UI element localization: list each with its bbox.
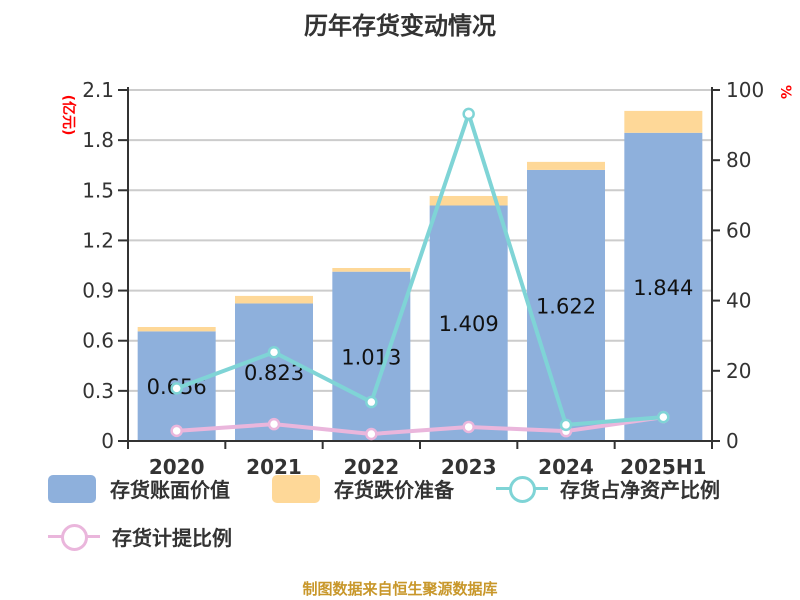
legend-line-marker-icon — [496, 475, 548, 503]
left-tick-label: 1.2 — [82, 228, 114, 252]
right-tick-label: 80 — [726, 148, 751, 172]
legend-item-impairment[interactable]: 存货跌价准备 — [272, 474, 454, 503]
line-data-point[interactable] — [657, 410, 670, 424]
left-tick-label: 2.1 — [82, 78, 114, 102]
bar-impairment[interactable] — [137, 327, 216, 332]
line-data-point[interactable] — [170, 382, 183, 395]
bar-value-label: 1.409 — [439, 312, 499, 336]
line-data-point[interactable] — [365, 395, 378, 409]
right-tick-label: 60 — [726, 218, 751, 242]
line-data-point[interactable] — [267, 345, 281, 359]
legend-line-marker-icon — [48, 523, 100, 551]
source-footer: 制图数据来自恒生聚源数据库 — [302, 580, 498, 598]
bar-impairment[interactable] — [235, 295, 313, 304]
legend-label: 存货计提比例 — [112, 526, 232, 550]
left-axis-unit: (亿元) — [60, 95, 77, 136]
left-tick-label: 0.9 — [82, 279, 114, 303]
bar-impairment[interactable] — [624, 110, 703, 133]
legend-label: 存货跌价准备 — [334, 478, 454, 502]
bar-book-value[interactable] — [332, 271, 411, 441]
line-data-point[interactable] — [462, 107, 475, 121]
x-tick-label: 2022 — [343, 455, 399, 479]
bar-impairment[interactable] — [429, 195, 508, 206]
bar-value-label: 1.622 — [536, 294, 596, 318]
bar-book-value[interactable] — [624, 132, 703, 441]
bar-book-value[interactable] — [429, 205, 508, 441]
right-axis-unit: % — [777, 85, 793, 99]
chart-title: 历年存货变动情况 — [304, 12, 496, 40]
bar-value-label: 0.823 — [244, 361, 304, 385]
legend-item-net-asset-ratio[interactable]: 存货占净资产比例 — [496, 474, 720, 503]
legend-swatch-blue — [48, 474, 96, 503]
left-tick-label: 0.6 — [82, 329, 114, 353]
line-data-point[interactable] — [559, 418, 573, 432]
line-series — [175, 107, 664, 427]
right-tick-label: 40 — [726, 289, 751, 313]
right-tick-label: 20 — [726, 359, 751, 383]
x-tick-label: 2025H1 — [620, 455, 706, 479]
legend-item-book-value[interactable]: 存货账面价值 — [48, 474, 230, 503]
legend-label: 存货占净资产比例 — [560, 478, 720, 502]
line-data-point[interactable] — [267, 417, 281, 431]
left-tick-label: 1.5 — [82, 178, 114, 202]
right-tick-label: 100 — [726, 78, 764, 102]
bar-value-label: 1.844 — [633, 276, 693, 300]
line-data-point[interactable] — [462, 420, 475, 434]
bar-value-label: 1.013 — [341, 345, 401, 369]
left-tick-label: 0.3 — [82, 379, 114, 403]
right-tick-label: 0 — [726, 429, 739, 453]
x-tick-label: 2023 — [441, 455, 497, 479]
left-tick-label: 0 — [101, 429, 114, 453]
x-tick-label: 2020 — [149, 455, 205, 479]
left-tick-label: 1.8 — [82, 128, 114, 152]
legend-swatch-orange — [272, 474, 320, 503]
bar-impairment[interactable] — [527, 161, 605, 170]
legend-item-provision-ratio[interactable]: 存货计提比例 — [48, 522, 232, 551]
x-tick-label: 2024 — [538, 455, 594, 479]
bar-book-value[interactable] — [527, 169, 605, 441]
line-data-point[interactable] — [170, 424, 183, 438]
line-series — [176, 415, 664, 436]
legend-label: 存货账面价值 — [110, 478, 230, 502]
bar-impairment[interactable] — [332, 268, 411, 272]
line-data-point[interactable] — [365, 427, 378, 441]
